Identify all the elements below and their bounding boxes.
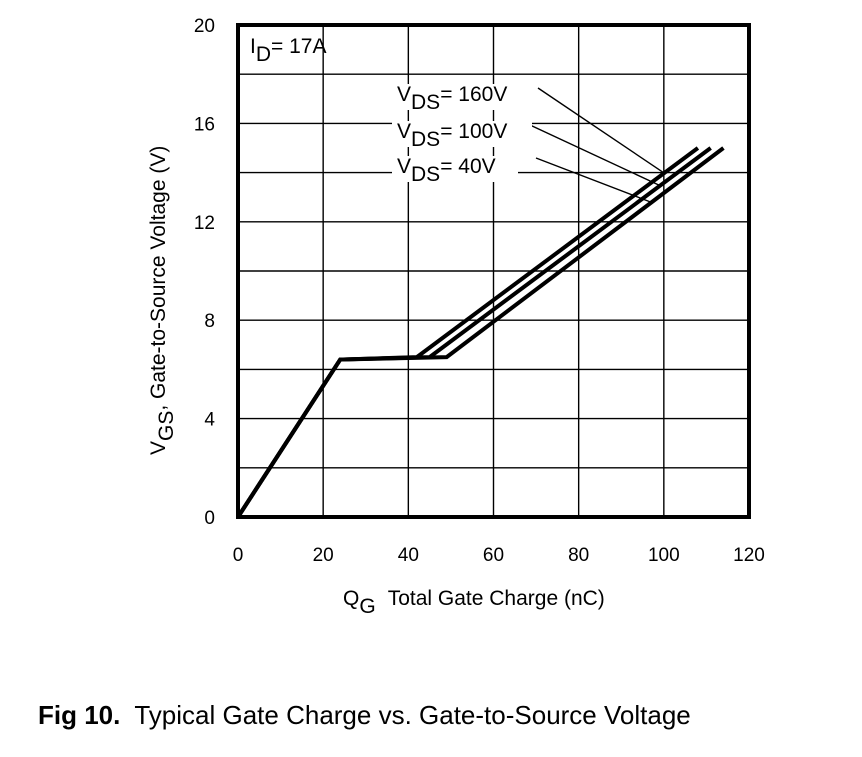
series-label-40v-main: V (397, 155, 411, 178)
y-axis-title-main: V (147, 441, 170, 455)
series-label-40v-rest: = 40V (440, 155, 495, 178)
series-label-40v: VDS= 40V (397, 155, 496, 186)
condition-rest: = 17A (271, 35, 326, 58)
series-label-40v-sub: DS (411, 163, 440, 186)
series-label-100v-main: V (397, 120, 411, 143)
series-label-100v-sub: DS (411, 128, 440, 151)
label-bg-40v (392, 156, 518, 182)
series-label-160v-main: V (397, 83, 411, 106)
y-tick-labels: 0 4 8 12 16 20 (194, 16, 216, 529)
x-tick-label: 20 (313, 545, 334, 566)
y-tick-label: 4 (204, 410, 215, 431)
series-lines (236, 146, 725, 519)
y-axis-title-rest: , Gate-to-Source Voltage (V) (147, 146, 170, 411)
condition-main: I (250, 35, 256, 58)
x-axis-title-rest: Total Gate Charge (nC) (388, 587, 605, 610)
x-tick-label: 60 (483, 545, 504, 566)
x-tick-labels: 0 20 40 60 80 100 120 (233, 545, 765, 566)
label-bg-160v (392, 84, 532, 110)
y-tick-label: 16 (194, 114, 215, 135)
leader-line-2 (535, 157, 652, 204)
figure-caption-text: Typical Gate Charge vs. Gate-to-Source V… (134, 700, 691, 730)
y-tick-label: 0 (204, 508, 215, 529)
label-bg-100v (392, 121, 532, 147)
y-axis-title-sub: GS (155, 411, 178, 441)
x-axis-title: QG Total Gate Charge (nC) (343, 587, 605, 618)
y-tick-label: 8 (204, 311, 215, 332)
y-tick-label: 20 (194, 16, 215, 37)
figure-number: Fig 10. (38, 700, 121, 730)
series-label-160v-rest: = 160V (440, 83, 507, 106)
series-line-2 (236, 146, 725, 519)
series-labels: VDS= 160V VDS= 100V VDS= 40V (392, 83, 532, 186)
series-label-160v: VDS= 160V (397, 83, 507, 114)
x-tick-label: 80 (568, 545, 589, 566)
figure-caption: Fig 10. Typical Gate Charge vs. Gate-to-… (38, 700, 691, 731)
series-label-100v-rest: = 100V (440, 120, 507, 143)
y-tick-label: 12 (194, 213, 215, 234)
condition-label: ID= 17A (250, 35, 326, 66)
series-line-0 (236, 146, 700, 519)
x-tick-label: 40 (398, 545, 419, 566)
leader-line-1 (529, 124, 661, 187)
condition-sub: D (256, 43, 271, 66)
x-axis-title-main: Q (343, 587, 359, 610)
x-tick-label: 120 (733, 545, 765, 566)
x-axis-title-sub: G (359, 595, 375, 618)
y-axis-title: VGS, Gate-to-Source Voltage (V) (147, 146, 178, 455)
series-line-1 (236, 146, 712, 519)
x-tick-label: 0 (233, 545, 244, 566)
series-label-100v: VDS= 100V (397, 120, 507, 151)
leader-line-0 (537, 87, 665, 174)
x-tick-label: 100 (648, 545, 680, 566)
annotation-leader-lines (529, 87, 665, 204)
plot-frame (236, 23, 751, 519)
series-label-160v-sub: DS (411, 91, 440, 114)
